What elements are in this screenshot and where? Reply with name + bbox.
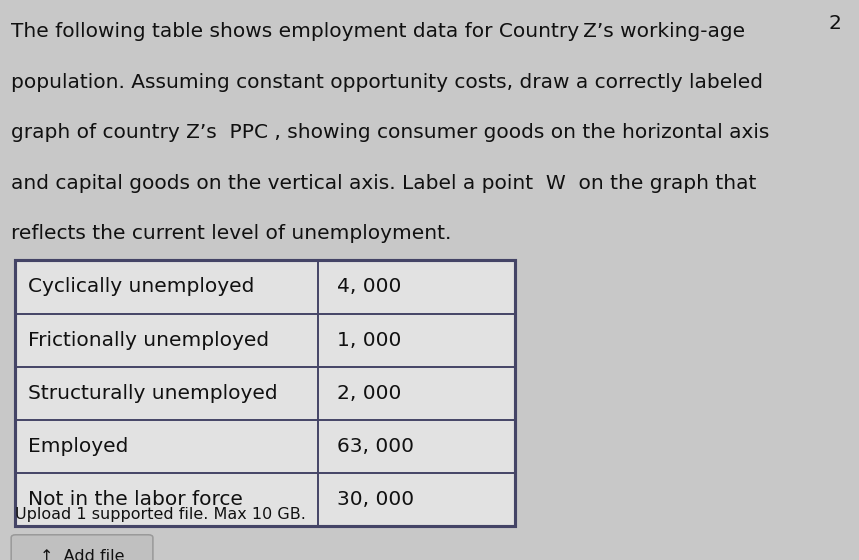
Text: Upload 1 supported file. Max 10 GB.: Upload 1 supported file. Max 10 GB. — [15, 507, 307, 522]
FancyBboxPatch shape — [11, 535, 153, 560]
Text: ↑  Add file: ↑ Add file — [40, 549, 125, 560]
Text: and capital goods on the vertical axis. Label a point  W  on the graph that: and capital goods on the vertical axis. … — [11, 174, 757, 193]
Text: population. Assuming constant opportunity costs, draw a correctly labeled: population. Assuming constant opportunit… — [11, 73, 763, 92]
Text: graph of country Z’s  PPC , showing consumer goods on the horizontal axis: graph of country Z’s PPC , showing consu… — [11, 123, 770, 142]
Text: Not in the labor force: Not in the labor force — [28, 491, 243, 509]
Text: The following table shows employment data for Country Z’s working-age: The following table shows employment dat… — [11, 22, 746, 41]
Text: Structurally unemployed: Structurally unemployed — [28, 384, 278, 403]
Text: Employed: Employed — [28, 437, 129, 456]
Text: 2, 000: 2, 000 — [337, 384, 401, 403]
Text: 30, 000: 30, 000 — [337, 491, 414, 509]
Text: 1, 000: 1, 000 — [337, 331, 401, 349]
Text: Frictionally unemployed: Frictionally unemployed — [28, 331, 270, 349]
Text: 63, 000: 63, 000 — [337, 437, 414, 456]
Text: reflects the current level of unemployment.: reflects the current level of unemployme… — [11, 224, 452, 243]
Text: Cyclically unemployed: Cyclically unemployed — [28, 278, 255, 296]
Text: 4, 000: 4, 000 — [337, 278, 401, 296]
Text: 2: 2 — [829, 14, 842, 33]
